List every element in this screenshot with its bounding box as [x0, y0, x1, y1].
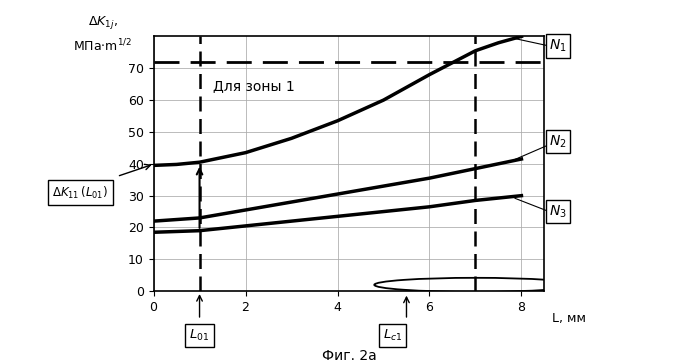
- Text: $N_1$: $N_1$: [549, 38, 567, 54]
- Text: $L_{01}$: $L_{01}$: [189, 328, 209, 343]
- Text: $N_3$: $N_3$: [549, 203, 567, 220]
- Text: L, мм: L, мм: [552, 312, 586, 325]
- Text: $N_2$: $N_2$: [549, 133, 567, 150]
- Text: Фиг. 2a: Фиг. 2a: [322, 349, 376, 363]
- Text: $\mathrm{M\Pi a{\cdot}m^{1/2}}$: $\mathrm{M\Pi a{\cdot}m^{1/2}}$: [73, 37, 132, 54]
- Text: $\Delta K_{1j},$: $\Delta K_{1j},$: [88, 14, 118, 31]
- Text: Для зоны 1: Для зоны 1: [214, 80, 295, 94]
- Text: $L_{c1}$: $L_{c1}$: [383, 328, 403, 343]
- Text: $\Delta K_{11}\,(L_{01})$: $\Delta K_{11}\,(L_{01})$: [52, 185, 108, 201]
